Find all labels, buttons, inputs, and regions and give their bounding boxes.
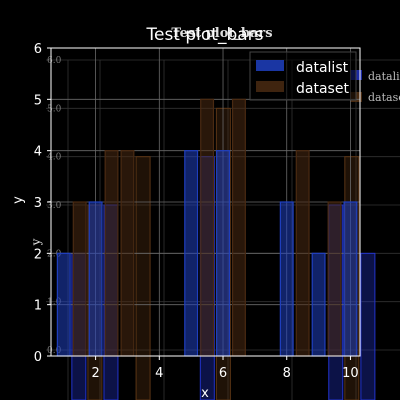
main-y-tick-label: 1 [34, 299, 42, 314]
main-x-ticks: 2 4 6 8 10 [91, 356, 359, 381]
main-bar-dataset [72, 201, 87, 357]
overlay-y-ticks: 0.0 1.0 2.0 3.0 4.0 5.0 6.0 [47, 56, 62, 356]
main-chart: 2 4 6 8 10 0 1 2 3 4 5 6 Test plot_bars x y datali… [11, 25, 361, 400]
main-bar-datalist [311, 252, 326, 357]
main-x-axis-label: x [201, 386, 209, 400]
overlay-legend-label-datalist: datalist [368, 70, 400, 83]
main-bar-dataset [120, 150, 135, 357]
overlay-title: Test plot_bars [171, 26, 272, 41]
main-x-tick-label: 2 [91, 366, 99, 381]
main-y-tick-label: 5 [34, 93, 42, 108]
main-bar-dataset [327, 201, 342, 357]
overlay-bar-dataset [135, 156, 151, 400]
main-y-tick-label: 6 [34, 42, 42, 57]
main-legend-label-dataset: dataset [296, 81, 349, 97]
main-y-tick-label: 0 [34, 350, 42, 365]
main-bar-dataset [200, 98, 215, 357]
main-y-axis-label: y [11, 196, 26, 204]
main-bar-dataset [231, 98, 246, 357]
main-bars [56, 98, 358, 357]
main-legend-label-datalist: datalist [296, 60, 349, 76]
main-y-ticks: 0 1 2 3 4 5 6 [34, 42, 51, 365]
main-bar-datalist [184, 150, 199, 357]
overlay-y-tick-label: 0.0 [47, 346, 62, 356]
overlay-y-axis-label: y [29, 238, 43, 246]
main-bar-datalist [216, 150, 230, 357]
main-legend: datalist dataset [249, 51, 357, 101]
overlay-y-tick-label: 5.0 [47, 104, 62, 114]
main-y-tick-label: 3 [34, 196, 42, 211]
main-bar-datalist [56, 252, 71, 357]
main-x-tick-label: 10 [342, 366, 359, 381]
main-bar-dataset [295, 150, 310, 357]
main-bar-datalist [88, 201, 103, 357]
main-y-tick-label: 4 [34, 145, 42, 160]
overlay-y-tick-label: 4.0 [47, 153, 62, 163]
main-title: Test plot_bars [145, 25, 263, 45]
overlay-y-tick-label: 6.0 [47, 56, 62, 66]
overlay-bar-datalist [360, 252, 376, 400]
overlay-y-tick-label: 3.0 [47, 201, 62, 211]
main-bar-datalist [343, 201, 358, 357]
overlay-y-tick-label: 2.0 [47, 249, 62, 259]
main-bar-datalist [279, 201, 294, 357]
main-x-tick-label: 8 [283, 366, 291, 381]
main-x-tick-label: 6 [219, 366, 227, 381]
main-legend-swatch-datalist [256, 60, 284, 71]
main-y-tick-label: 2 [34, 247, 42, 262]
main-x-tick-label: 4 [155, 366, 163, 381]
overlay-y-tick-label: 1.0 [47, 298, 62, 308]
main-bar-dataset [104, 150, 119, 357]
overlay-legend-label-dataset: dataset [368, 91, 400, 104]
main-legend-swatch-dataset [256, 81, 284, 92]
